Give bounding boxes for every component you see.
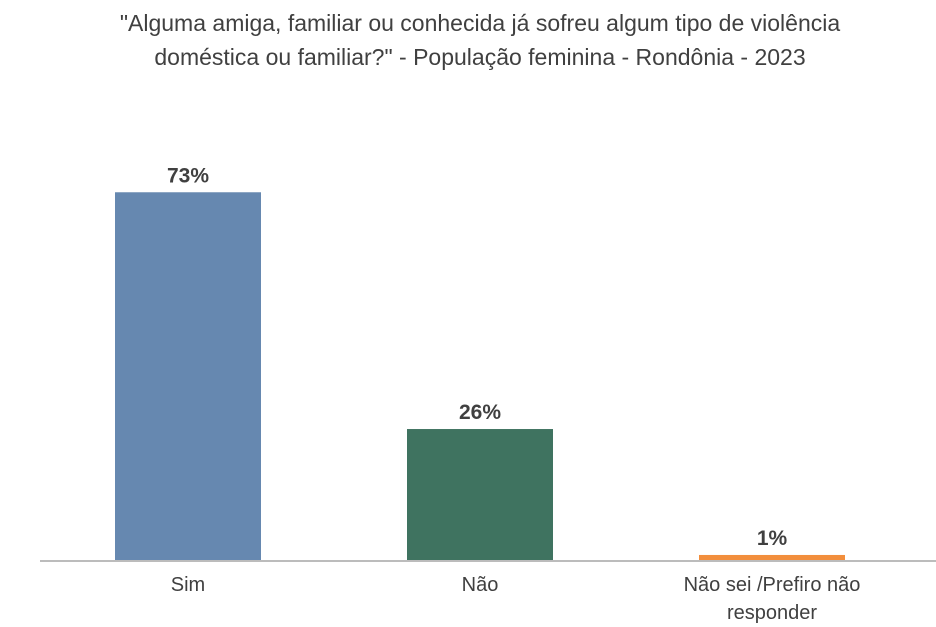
- data-label: 73%: [167, 164, 209, 187]
- x-tick-label: Não: [461, 574, 499, 596]
- x-label-box: Não: [461, 574, 499, 596]
- x-tick-label: Sim: [170, 574, 206, 596]
- x-label-box: Não sei /Prefiro não responder: [683, 574, 861, 624]
- x-tick-label: Não sei /Prefiro não responder: [683, 574, 861, 624]
- bar: [699, 554, 845, 560]
- x-label-box: Sim: [170, 574, 206, 596]
- data-label: 1%: [757, 527, 788, 550]
- chart-title: "Alguma amiga, familiar ou conhecida já …: [119, 10, 841, 70]
- bar: [115, 192, 261, 560]
- bar: [407, 429, 553, 560]
- data-label: 26%: [459, 401, 501, 424]
